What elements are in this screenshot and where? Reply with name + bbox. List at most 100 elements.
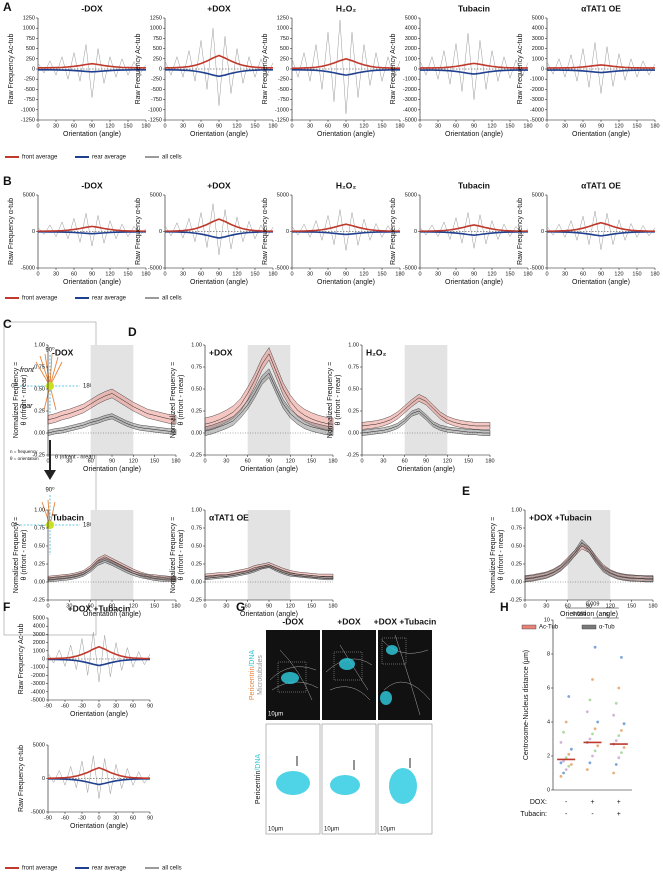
x-tick-label: 150 bbox=[123, 123, 132, 129]
x-tick-label: 60 bbox=[245, 603, 251, 609]
x-tick-label: 30 bbox=[562, 123, 568, 129]
inset-box bbox=[333, 651, 363, 681]
x-tick-label: 30 bbox=[113, 815, 119, 821]
x-tick-label: 30 bbox=[113, 703, 119, 709]
y-tick-label: -5000 bbox=[530, 117, 544, 123]
x-tick-label: 120 bbox=[443, 458, 452, 464]
x-tick-label: 0 bbox=[418, 123, 421, 129]
y-tick-label: 500 bbox=[153, 46, 162, 52]
condition-value: - bbox=[591, 811, 594, 818]
chart-title: -DOX bbox=[81, 180, 103, 190]
y-tick-label: 0.75 bbox=[191, 525, 202, 531]
x-tick-label: 90 bbox=[266, 458, 272, 464]
legend-label: Ac-Tub bbox=[539, 625, 559, 631]
x-tick-label: 0 bbox=[163, 123, 166, 129]
series-line bbox=[47, 631, 151, 682]
y-tick-label: 3000 bbox=[532, 36, 544, 42]
y-tick-label: 0 bbox=[286, 229, 289, 235]
y-tick-label: 0.50 bbox=[511, 543, 522, 549]
y-axis-label: Normalized Frequency = bbox=[13, 517, 20, 593]
data-point bbox=[588, 698, 592, 702]
data-point bbox=[620, 751, 623, 754]
y-tick-label: 0 bbox=[414, 229, 417, 235]
x-tick-label: 0 bbox=[97, 703, 100, 709]
y-tick-label: 2000 bbox=[405, 46, 417, 52]
data-point bbox=[614, 739, 618, 743]
data-point bbox=[567, 695, 571, 698]
data-point bbox=[585, 710, 589, 714]
y-axis-label: Normalized Frequency = bbox=[327, 362, 334, 438]
y-tick-label: -3000 bbox=[403, 97, 417, 103]
data-point bbox=[591, 678, 594, 681]
y-tick-label: 0.00 bbox=[511, 579, 522, 585]
series-line bbox=[292, 57, 400, 69]
x-tick-label: 30 bbox=[307, 123, 313, 129]
data-point bbox=[562, 730, 565, 734]
data-point bbox=[569, 747, 573, 751]
series-line bbox=[47, 393, 177, 421]
x-tick-label: 150 bbox=[307, 458, 316, 464]
condition-value: - bbox=[565, 799, 568, 806]
x-tick-label: 0 bbox=[290, 123, 293, 129]
legend-label: all cells bbox=[162, 155, 182, 161]
row-label-part: Microtubules bbox=[257, 655, 264, 695]
series-line bbox=[37, 213, 147, 247]
x-tick-label: 150 bbox=[150, 603, 159, 609]
x-tick-label: 60 bbox=[453, 271, 459, 277]
y-tick-label: 1.00 bbox=[511, 507, 522, 513]
y-tick-label: -1250 bbox=[21, 117, 35, 123]
y-tick-label: -1250 bbox=[275, 117, 289, 123]
row-label-part: Pericentrin bbox=[255, 771, 262, 805]
significance-label: 0.004 bbox=[572, 611, 586, 617]
y-tick-label: 1250 bbox=[277, 15, 289, 21]
y-tick-label: 0.25 bbox=[511, 561, 522, 567]
x-tick-label: 150 bbox=[123, 271, 132, 277]
x-tick-label: 180 bbox=[650, 271, 659, 277]
y-tick-label: -0.25 bbox=[509, 597, 522, 603]
y-axis-label: θ (nfront - nrear) bbox=[178, 375, 185, 426]
condition-label: DOX: bbox=[530, 799, 547, 806]
series-line bbox=[164, 28, 274, 106]
column-label: +DOX +Tubacin bbox=[374, 616, 437, 626]
legend-label: all cells bbox=[162, 296, 182, 302]
row-label-part: Pericentrin bbox=[249, 667, 256, 701]
x-axis-label: Orientation (angle) bbox=[317, 131, 375, 138]
x-axis-label: Orientation (angle) bbox=[190, 131, 248, 138]
x-tick-label: 30 bbox=[435, 271, 441, 277]
y-tick-label: 0.75 bbox=[34, 364, 45, 370]
x-tick-label: 30 bbox=[307, 271, 313, 277]
y-tick-label: -2000 bbox=[31, 673, 45, 679]
x-tick-label: 180 bbox=[268, 271, 277, 277]
series-line bbox=[164, 203, 274, 255]
data-point bbox=[596, 744, 600, 748]
x-tick-label: 150 bbox=[505, 271, 514, 277]
x-tick-label: 150 bbox=[150, 458, 159, 464]
x-tick-label: 120 bbox=[129, 458, 138, 464]
y-axis-label: Normalized Frequency = bbox=[170, 362, 177, 438]
scale-label: 10µm bbox=[268, 712, 283, 718]
data-point bbox=[567, 764, 571, 768]
row-label: Pericentrin/DNA bbox=[249, 650, 256, 701]
y-tick-label: 0.00 bbox=[191, 430, 202, 436]
x-axis-label: Orientation (angle) bbox=[317, 279, 375, 286]
y-tick-label: 1000 bbox=[150, 26, 162, 32]
condition-label: Tubacin: bbox=[520, 811, 547, 818]
series-line bbox=[420, 62, 528, 69]
y-tick-label: -2000 bbox=[530, 87, 544, 93]
series-line bbox=[420, 231, 528, 236]
x-tick-label: 120 bbox=[286, 458, 295, 464]
series-line bbox=[291, 20, 401, 114]
x-tick-label: -90 bbox=[44, 703, 52, 709]
chart-title: +DOX +Tubacin bbox=[529, 512, 592, 522]
series-line bbox=[547, 221, 655, 232]
y-tick-label: 0.00 bbox=[191, 579, 202, 585]
x-tick-label: 0 bbox=[36, 271, 39, 277]
series-line bbox=[291, 209, 401, 251]
x-tick-label: 30 bbox=[66, 458, 72, 464]
data-point bbox=[596, 720, 600, 724]
angle-label: 0⁰ bbox=[11, 522, 17, 529]
shaded-range bbox=[404, 345, 448, 455]
y-axis-label: Normalized Frequency = bbox=[490, 517, 497, 593]
chart-title: +DOX bbox=[207, 180, 231, 190]
y-tick-label: -5000 bbox=[148, 265, 162, 271]
